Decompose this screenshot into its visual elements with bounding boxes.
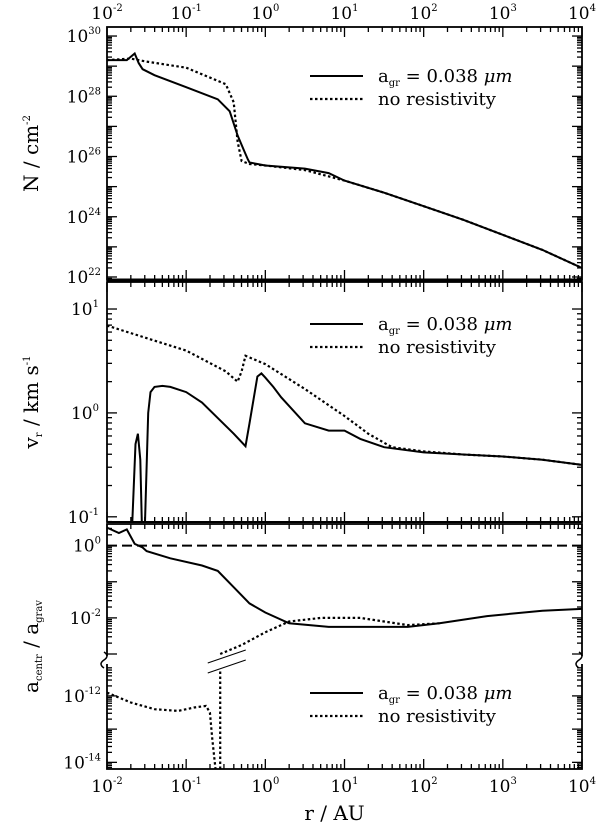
y-axis-label-panel-1: N / cm-2 (19, 115, 43, 192)
y-ticks-panel-3 (107, 667, 582, 769)
x-tick-label-bottom: 10-1 (170, 776, 201, 797)
axis-break-mark (100, 651, 108, 669)
y-tick-label: 1028 (67, 86, 101, 107)
axis-break-gap (103, 656, 111, 664)
x-tick-label-top: 101 (330, 3, 358, 24)
y-tick-label: 10-2 (70, 608, 101, 629)
legend-label-dotted: no resistivity (378, 89, 497, 110)
x-tick-label-bottom: 100 (251, 776, 279, 797)
x-tick-label-top: 100 (251, 3, 279, 24)
axis-break-gap (578, 656, 586, 664)
x-ticks-panel-3 (106, 524, 583, 769)
y-tick-label: 100 (73, 536, 101, 557)
y-ticks-panel-2 (107, 308, 582, 523)
series-solid-line (131, 433, 143, 523)
axis-break-mark (575, 651, 583, 669)
legend-label-dotted: no resistivity (378, 706, 497, 727)
x-axis-label: r / AU (304, 801, 364, 825)
x-tick-label-bottom: 102 (410, 776, 438, 797)
y-tick-label: 10-12 (63, 686, 101, 707)
y-tick-label: 10-14 (63, 752, 101, 773)
curve-break-mark (207, 649, 246, 664)
y-ticks-panel-1 (107, 35, 582, 281)
x-tick-label-top: 104 (568, 3, 596, 24)
y-tick-label: 100 (71, 403, 99, 424)
series-dotted-line (219, 616, 440, 656)
x-tick-label-bottom: 101 (330, 776, 358, 797)
series-dotted-line (106, 691, 217, 770)
series-dotted-line (106, 324, 583, 466)
series-solid-line (106, 526, 583, 628)
curve-break-mark (207, 659, 246, 674)
y-tick-label: 1026 (67, 147, 101, 168)
x-tick-label-bottom: 104 (568, 776, 596, 797)
legend-label-solid: agr = 0.038 μm (378, 683, 512, 706)
series-dotted-line (106, 57, 583, 270)
y-tick-label: 10-1 (68, 507, 99, 528)
y-tick-label: 101 (71, 299, 99, 320)
x-tick-label-top: 102 (410, 3, 438, 24)
legend-label-solid: agr = 0.038 μm (378, 314, 512, 337)
y-axis-label-panel-2: vr / km s-1 (19, 355, 45, 449)
x-tick-label-top: 10-1 (170, 3, 201, 24)
y-tick-label: 1024 (67, 207, 101, 228)
series-solid-line (144, 372, 583, 523)
y-axis-label-panel-3: acentr / agrav (19, 600, 45, 693)
x-ticks-panel-1 (106, 27, 583, 280)
legend-label-dotted: no resistivity (378, 337, 497, 358)
panel-frame-1 (106, 26, 583, 281)
x-tick-label-bottom: 10-2 (91, 776, 122, 797)
y-tick-label: 1030 (67, 26, 101, 47)
y-tick-label: 1022 (67, 267, 101, 288)
legend-label-solid: agr = 0.038 μm (378, 66, 512, 89)
x-tick-label-top: 103 (489, 3, 517, 24)
y-ticks-panel-3 (107, 527, 582, 655)
x-tick-label-top: 10-2 (91, 3, 122, 24)
x-tick-label-bottom: 103 (489, 776, 517, 797)
